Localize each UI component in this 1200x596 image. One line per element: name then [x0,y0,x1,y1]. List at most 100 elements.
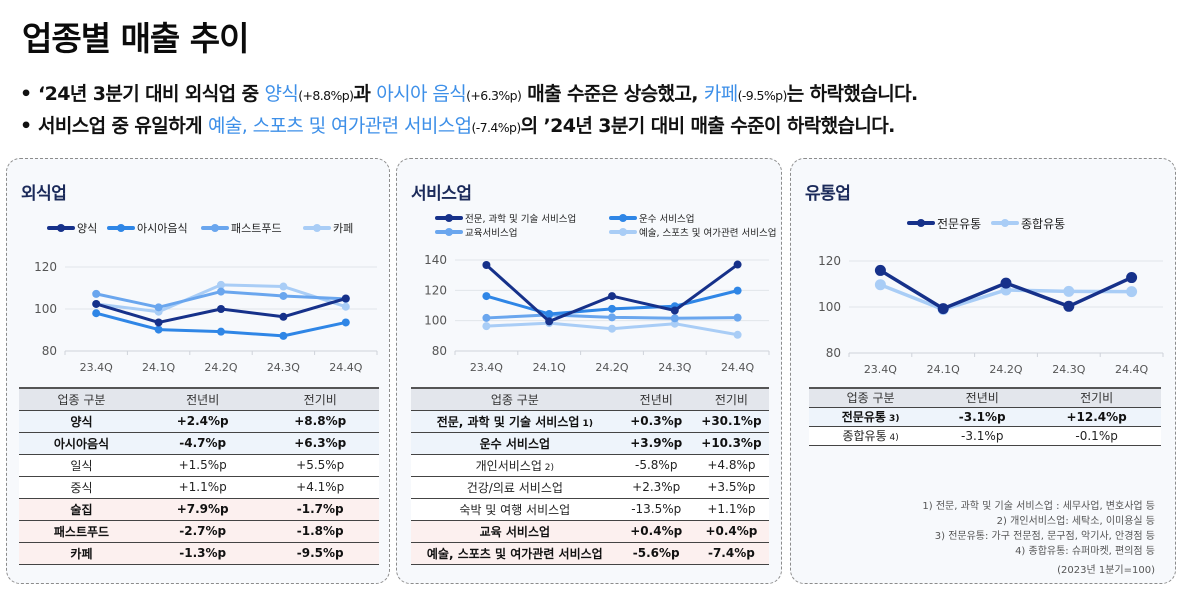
table-row: 전문, 과학 및 기술 서비스업 1) +0.3%p +30.1%p [411,410,769,433]
category-name: 전문유통 [841,410,886,424]
legend-item: 카페 [303,221,353,235]
qoq-cell: -9.5%p [261,542,379,565]
column-header: 업종 구분 [809,387,933,408]
y-tick-label: 120 [818,254,841,268]
data-point [279,282,288,291]
category-cell: 전문, 과학 및 기술 서비스업 1) [411,410,619,433]
category-cell: 건강/의료 서비스업 [411,476,619,499]
legend-item: 종합유통 [991,216,1066,231]
qoq-cell: +4.1%p [261,476,379,499]
y-tick-label: 100 [818,300,841,314]
category-cell: 패스트푸드 [19,520,144,543]
yoy-cell: +1.1%p [143,476,262,499]
y-tick-label: 120 [34,260,57,274]
legend-swatch-icon [107,224,135,232]
bullet-dot-icon: • [20,83,32,105]
data-point [279,312,288,321]
summary-bullets: • ‘24년 3분기 대비 외식업 중 양식(+8.8%p)과 아시아 음식(+6… [20,78,918,142]
legend-swatch-icon [991,219,1019,227]
legend-label: 예술, 스포츠 및 여가관련 서비스업 [639,228,777,239]
qoq-cell: +12.4%p [1032,407,1161,427]
data-point [545,309,554,318]
qoq-cell: -1.8%p [261,520,379,543]
x-tick-label: 24.3Q [658,361,691,374]
table-row: 종합유통 4) -3.1%p -0.1%p [809,426,1161,446]
change-value: (+6.3%p) [466,88,522,103]
footnotes: 1) 전문, 과학 및 기술 서비스업 : 세무사업, 변호사업 등 2) 개인… [922,499,1155,578]
legend-swatch-icon [303,224,331,232]
table-row: 숙박 및 여행 서비스업 -13.5%p +1.1%p [411,498,769,521]
panel-title: 서비스업 [411,184,472,204]
table-row: 일식 +1.5%p +5.5%p [19,454,379,477]
column-header: 업종 구분 [19,387,144,411]
category-name: 운수 서비스업 [479,436,551,451]
x-tick-label: 24.2Q [595,361,628,374]
y-tick-label: 80 [42,344,57,358]
yoy-cell: -3.1%p [932,426,1033,446]
panel-distribution: 유통업 전문유통 종합유통 80 100 120 23.4Q 24.1Q 24.2Q 24.3… [790,158,1176,584]
table-row: 개인서비스업 2) -5.8%p +4.8%p [411,454,769,477]
legend-swatch-icon [907,219,935,227]
data-point [545,317,554,326]
qoq-cell: -1.7%p [261,498,379,521]
yoy-cell: +2.3%p [618,476,694,499]
bullet-text-part: 서비스업 중 유일하게 [38,115,208,137]
footnote: 1) 전문, 과학 및 기술 서비스업 : 세무사업, 변호사업 등 [922,501,1155,512]
data-point [92,299,101,308]
x-tick-label: 24.4Q [1115,363,1148,376]
table-row: 전문유통 3) -3.1%p +12.4%p [809,407,1161,427]
x-tick-label: 23.4Q [80,361,113,374]
yoy-cell: -1.3%p [143,542,262,565]
panel-food-service: 외식업 양식 아시아음식 패스트푸드 카페 80 100 120 23.4Q 24.1Q 24.… [6,158,390,584]
yoy-cell: +2.4%p [143,410,262,433]
category-cell: 일식 [19,454,144,477]
x-tick-label: 24.4Q [721,361,754,374]
y-tick-label: 80 [826,346,841,360]
category-name: 개인서비스업 [475,458,542,473]
category-cell: 예술, 스포츠 및 여가관련 서비스업 [411,542,619,565]
yoy-cell: +0.4%p [618,520,694,543]
data-table: 업종 구분 전년비 전기비 전문, 과학 및 기술 서비스업 1) +0.3%p +30.… [411,387,769,565]
data-point [733,330,742,339]
footnote-ref: 2) [541,462,554,473]
footnote-base: (2023년 1분기=100) [1057,565,1155,576]
footnote: 3) 전문유통: 가구 전문점, 문구점, 악기사, 안경점 등 [934,531,1155,542]
change-value: (-7.4%p) [471,120,522,135]
table-row: 패스트푸드 -2.7%p -1.8%p [19,520,379,543]
data-point [217,327,225,336]
x-tick-label: 24.4Q [329,361,362,374]
column-header: 전년비 [932,387,1033,408]
table-row: 교육 서비스업 +0.4%p +0.4%p [411,520,769,543]
data-point [279,291,288,300]
yoy-cell: -2.7%p [143,520,262,543]
legend-label: 패스트푸드 [231,222,282,235]
category-cell: 개인서비스업 2) [411,454,619,477]
qoq-cell: -7.4%p [693,542,769,565]
data-point [341,294,350,303]
qoq-cell: +8.8%p [261,410,379,433]
data-point [217,287,225,296]
footnote: 2) 개인서비스업: 세탁소, 이미용실 등 [996,516,1155,527]
category-name: 양식 [70,414,93,429]
yoy-cell: +0.3%p [618,410,694,433]
bullet-2-text: 서비스업 중 유일하게 예술, 스포츠 및 여가관련 서비스업(-7.4%p)의… [38,115,895,137]
category-name: 일식 [70,458,93,473]
panel-title: 유통업 [805,184,851,204]
x-tick-label: 24.3Q [1052,363,1085,376]
table-row: 아시아음식 -4.7%p +6.3%p [19,432,379,455]
y-tick-label: 100 [424,314,447,328]
legend-label: 종합유통 [1021,216,1066,231]
y-tick-label: 140 [424,253,447,267]
column-header: 전기비 [693,387,769,411]
data-point [1000,277,1012,289]
page-title: 업종별 매출 추이 [22,19,249,58]
change-value: (+8.8%p) [298,88,354,103]
bullet-dot-icon: • [20,115,32,137]
qoq-cell: +30.1%p [693,410,769,433]
category-name: 숙박 및 여행 서비스업 [459,502,571,517]
x-tick-label: 24.3Q [267,361,300,374]
x-tick-label: 23.4Q [470,361,503,374]
category-name: 아시아음식 [53,436,110,451]
data-point [874,279,886,291]
data-point [482,292,491,301]
